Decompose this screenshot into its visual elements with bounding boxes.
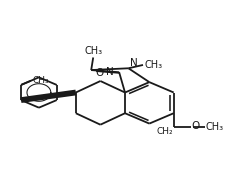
Text: N: N [106, 67, 113, 77]
Text: O: O [95, 68, 103, 78]
Text: CH₃: CH₃ [144, 60, 162, 70]
Text: CH₂: CH₂ [156, 127, 172, 136]
Text: CH₃: CH₃ [32, 76, 48, 85]
Text: N: N [129, 58, 137, 68]
Text: CH₃: CH₃ [205, 122, 223, 132]
Text: CH₃: CH₃ [84, 46, 102, 56]
Text: O: O [191, 121, 199, 131]
